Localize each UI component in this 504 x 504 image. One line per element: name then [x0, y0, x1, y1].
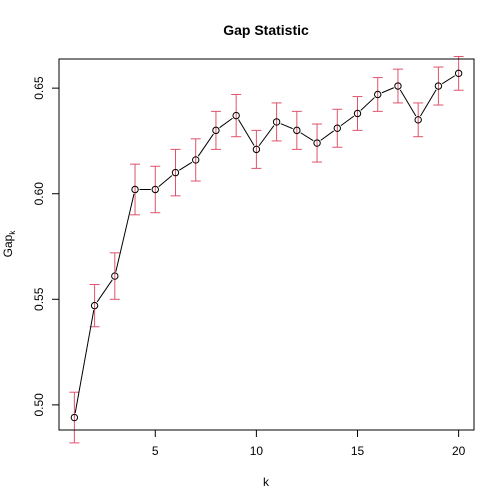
data-point: [454, 69, 463, 78]
error-bar: [170, 148, 181, 197]
error-bar: [332, 108, 343, 148]
data-point: [272, 118, 281, 126]
x-axis-label: k: [263, 475, 270, 489]
line-segment: [360, 97, 375, 111]
y-axis-label: Gapk: [1, 230, 17, 258]
line-segment: [280, 123, 293, 130]
error-bar: [130, 163, 141, 216]
error-bar: [372, 77, 383, 112]
gap-series: [70, 69, 463, 422]
data-point: [171, 168, 180, 177]
error-bar: [109, 252, 120, 300]
y-tick-label: 0.55: [32, 287, 46, 311]
y-axis-label-main: Gap: [1, 234, 15, 257]
data-point: [394, 82, 402, 90]
line-segment: [115, 193, 135, 272]
x-axis: 5 10 15 20: [152, 430, 466, 458]
line-segment: [300, 132, 314, 142]
data-point: [151, 185, 159, 194]
error-bars: [69, 55, 464, 444]
data-point: [374, 90, 382, 99]
data-point: [333, 124, 341, 132]
line-segment: [399, 89, 417, 117]
data-point: [212, 126, 220, 135]
error-bar: [291, 110, 302, 150]
data-point: [293, 126, 301, 135]
line-segment: [179, 161, 193, 171]
y-tick-label: 0.50: [32, 393, 46, 417]
line-segment: [441, 75, 456, 85]
line-segment: [381, 87, 394, 94]
line-segment: [420, 89, 437, 117]
data-point: [252, 145, 261, 154]
error-bar: [433, 66, 444, 106]
error-bar: [251, 129, 262, 169]
x-tick-label: 20: [452, 444, 466, 458]
data-point: [90, 301, 99, 310]
error-bar: [69, 391, 80, 444]
error-bar: [453, 55, 464, 91]
data-point: [353, 109, 362, 118]
data-point: [131, 185, 139, 194]
data-point: [192, 156, 200, 164]
data-point: [70, 413, 79, 422]
plot-box: [58, 58, 475, 431]
y-axis: 0.50 0.55 0.60 0.65: [32, 76, 59, 417]
y-axis-label-subscript: k: [8, 230, 17, 235]
line-segment: [219, 117, 233, 129]
data-point: [232, 111, 240, 120]
line-segment: [197, 133, 214, 157]
data-point: [111, 272, 119, 280]
data-point: [414, 116, 422, 124]
line-segment: [258, 125, 275, 147]
error-bar: [150, 165, 161, 214]
y-tick-label: 0.60: [32, 182, 46, 206]
x-tick-label: 15: [351, 444, 365, 458]
data-point: [313, 139, 321, 147]
chart-title: Gap Statistic: [223, 22, 309, 38]
line-segment: [74, 309, 95, 414]
error-bar: [352, 96, 363, 131]
error-bar: [190, 138, 201, 182]
line-segment: [340, 115, 355, 127]
line-segment: [158, 175, 173, 187]
error-bar: [392, 68, 403, 104]
x-tick-label: 10: [250, 444, 264, 458]
line-segment: [238, 119, 255, 146]
error-bar: [413, 102, 424, 138]
line-segment: [320, 130, 334, 141]
x-tick-label: 5: [152, 444, 159, 458]
y-tick-label: 0.65: [32, 76, 46, 100]
error-bar: [312, 123, 323, 163]
data-point: [434, 82, 443, 90]
error-bar: [231, 93, 242, 138]
error-bar: [210, 110, 221, 150]
error-bar: [271, 102, 282, 142]
line-segment: [96, 279, 113, 303]
